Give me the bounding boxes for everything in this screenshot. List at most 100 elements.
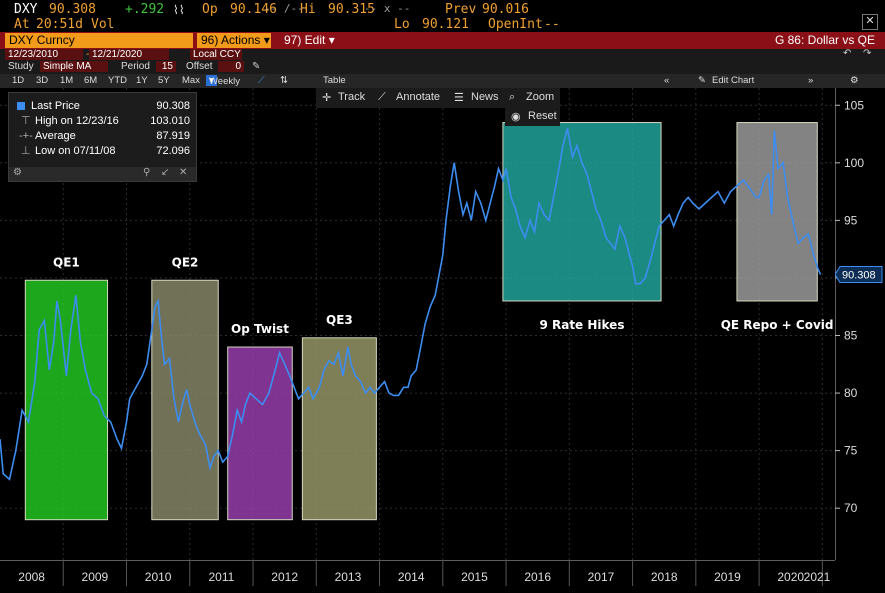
range-3d[interactable]: 3D bbox=[36, 75, 49, 86]
end-date-field[interactable]: 12/21/2020 bbox=[89, 49, 169, 60]
range-1m[interactable]: 1M bbox=[60, 75, 74, 86]
gear-icon[interactable]: ⚙ bbox=[13, 167, 22, 178]
chart-toolbar: 1D 3D 1M 6M YTD 1Y 5Y Max Weekly ▾ ⟋ ⇅ T… bbox=[0, 74, 885, 88]
news-icon[interactable]: ☰ bbox=[454, 92, 464, 104]
dropdown-arrow-icon: ▾ bbox=[263, 33, 270, 47]
reset-label: Reset bbox=[528, 110, 557, 122]
currency-field[interactable]: Local CCY bbox=[190, 49, 242, 60]
annotate-icon[interactable]: ⟋ bbox=[378, 91, 386, 103]
legend-panel: Last Price 90.308 ⊤ High on 12/23/16 103… bbox=[8, 92, 197, 182]
chart-tools: ✛ Track ⟋ Annotate ☰ News ⌕ Zoom bbox=[316, 88, 560, 108]
range-6m[interactable]: 6M bbox=[84, 75, 98, 86]
expand-icon[interactable]: » bbox=[808, 75, 814, 86]
undo-icon[interactable]: ↶ bbox=[843, 48, 852, 59]
lo-value: 90.121 bbox=[422, 17, 469, 32]
x-tick-label: 2019 bbox=[714, 570, 741, 584]
zoom-button[interactable]: Zoom bbox=[526, 91, 555, 103]
menu-bar: DXY Curncy 96) Actions ▾ 97) Edit ▾ G 86… bbox=[0, 32, 885, 49]
track-button[interactable]: Track bbox=[338, 91, 366, 103]
annotate-button[interactable]: Annotate bbox=[396, 91, 441, 103]
close-icon[interactable]: ✕ bbox=[179, 167, 188, 178]
y-tick-label: 85 bbox=[844, 329, 858, 343]
news-button[interactable]: News bbox=[471, 91, 499, 103]
legend-low-label: Low on 07/11/08 bbox=[35, 145, 116, 157]
x-tick-label: 2014 bbox=[398, 570, 425, 584]
actions-menu[interactable]: 96) Actions ▾ bbox=[197, 33, 271, 48]
quote-time: 20:51d bbox=[36, 17, 83, 32]
vol-label: Vol bbox=[91, 17, 115, 32]
sparkline-icon: ⌇⌇ bbox=[173, 3, 185, 17]
redo-icon[interactable]: ↷ bbox=[863, 48, 872, 59]
edit-menu[interactable]: 97) Edit ▾ bbox=[284, 33, 344, 48]
x-tick-label: 2012 bbox=[271, 570, 298, 584]
range-max[interactable]: Max bbox=[182, 75, 200, 86]
annotation-band bbox=[24, 279, 109, 521]
collapse-icon[interactable]: « bbox=[664, 75, 670, 86]
period-field[interactable]: 15 bbox=[156, 61, 176, 72]
x-tick-label: 2017 bbox=[588, 570, 615, 584]
pencil-icon[interactable]: ✎ bbox=[252, 61, 261, 72]
start-date-field[interactable]: 12/23/2010 bbox=[5, 49, 83, 60]
prev-value: 90.016 bbox=[482, 2, 529, 17]
pin-icon[interactable]: ⚲ bbox=[143, 167, 151, 178]
legend-average-label: Average bbox=[35, 130, 76, 142]
legend-last-price[interactable]: Last Price 90.308 bbox=[9, 99, 196, 113]
security-field[interactable]: DXY Curncy bbox=[5, 33, 193, 48]
annotation-band bbox=[736, 122, 818, 302]
frequency-label: Weekly bbox=[209, 76, 240, 87]
y-tick-label: 105 bbox=[844, 98, 864, 112]
x-tick-label: 2008 bbox=[18, 570, 45, 584]
range-ytd[interactable]: YTD bbox=[108, 75, 127, 86]
y-tick-label: 70 bbox=[844, 501, 858, 515]
frequency-select[interactable]: Weekly ▾ bbox=[206, 75, 240, 87]
openint-value: -- bbox=[544, 17, 560, 32]
plot-area[interactable]: QE1 QE2 Op Twist QE3 9 Rate Hikes QE Repo + C… bbox=[0, 88, 835, 560]
line-chart-icon[interactable]: ⟋ bbox=[258, 75, 265, 86]
zoom-icon[interactable]: ⌕ bbox=[509, 91, 516, 103]
study-select[interactable]: Simple MA bbox=[40, 61, 108, 72]
range-1y[interactable]: 1Y bbox=[136, 75, 148, 86]
annotation-bands bbox=[24, 122, 818, 521]
pencil-icon[interactable]: ✎ bbox=[698, 75, 706, 86]
legend-footer: ⚙ ⚲ ↙ ✕ bbox=[9, 167, 196, 181]
edit-chart-button[interactable]: Edit Chart bbox=[712, 75, 755, 86]
dropdown-arrow-icon: ▾ bbox=[328, 33, 335, 47]
table-button[interactable]: Table bbox=[323, 75, 346, 86]
x-tick-label: 2016 bbox=[524, 570, 551, 584]
gear-icon[interactable]: ⚙ bbox=[850, 75, 859, 86]
low-marker-icon: ⊥ bbox=[21, 145, 31, 157]
lo-label: Lo bbox=[394, 17, 410, 32]
edit-label: 97) Edit bbox=[284, 33, 326, 47]
annotation-band bbox=[151, 279, 219, 521]
annotation-label: Op Twist bbox=[231, 322, 289, 336]
annotation-band bbox=[301, 337, 377, 521]
annotation-label: QE1 bbox=[53, 255, 80, 269]
last-value-label: 90.308 bbox=[842, 269, 876, 281]
bid-ask-size: -- /-- bbox=[264, 2, 304, 15]
series-swatch bbox=[17, 102, 25, 110]
annotation-label: 9 Rate Hikes bbox=[539, 318, 624, 332]
x-tick-label: 2010 bbox=[145, 570, 172, 584]
reset-button[interactable]: ◉ Reset bbox=[505, 108, 560, 126]
study-row: Study Simple MA Period 15 Offset 0 ✎ bbox=[0, 61, 885, 74]
open-label: Op bbox=[202, 2, 218, 17]
y-tick-label: 80 bbox=[844, 386, 858, 400]
reset-radio-icon: ◉ bbox=[511, 111, 521, 123]
close-icon[interactable]: ✕ bbox=[862, 14, 878, 30]
x-tick-label: 2021 bbox=[804, 570, 831, 584]
range-5y[interactable]: 5Y bbox=[158, 75, 170, 86]
chart-type-icon[interactable]: ⇅ bbox=[280, 75, 288, 86]
annotation-labels: QE1 QE2 Op Twist QE3 9 Rate Hikes QE Repo + C… bbox=[53, 255, 833, 336]
legend-last-label: Last Price bbox=[31, 100, 80, 112]
high-marker-icon: ⊤ bbox=[21, 115, 31, 127]
x-tick-label: 2011 bbox=[208, 570, 234, 584]
openint-label: OpenInt bbox=[488, 17, 543, 32]
crosshair-icon[interactable]: ✛ bbox=[322, 92, 332, 104]
page-title: G 86: Dollar vs QE bbox=[774, 33, 875, 47]
legend-high: ⊤ High on 12/23/16 103.010 bbox=[9, 114, 196, 128]
offset-field[interactable]: 0 bbox=[218, 61, 244, 72]
annotation-label: QE2 bbox=[172, 255, 199, 269]
range-1d[interactable]: 1D bbox=[12, 75, 25, 86]
minimize-icon[interactable]: ↙ bbox=[161, 167, 170, 178]
series-line-last-price bbox=[0, 128, 822, 481]
